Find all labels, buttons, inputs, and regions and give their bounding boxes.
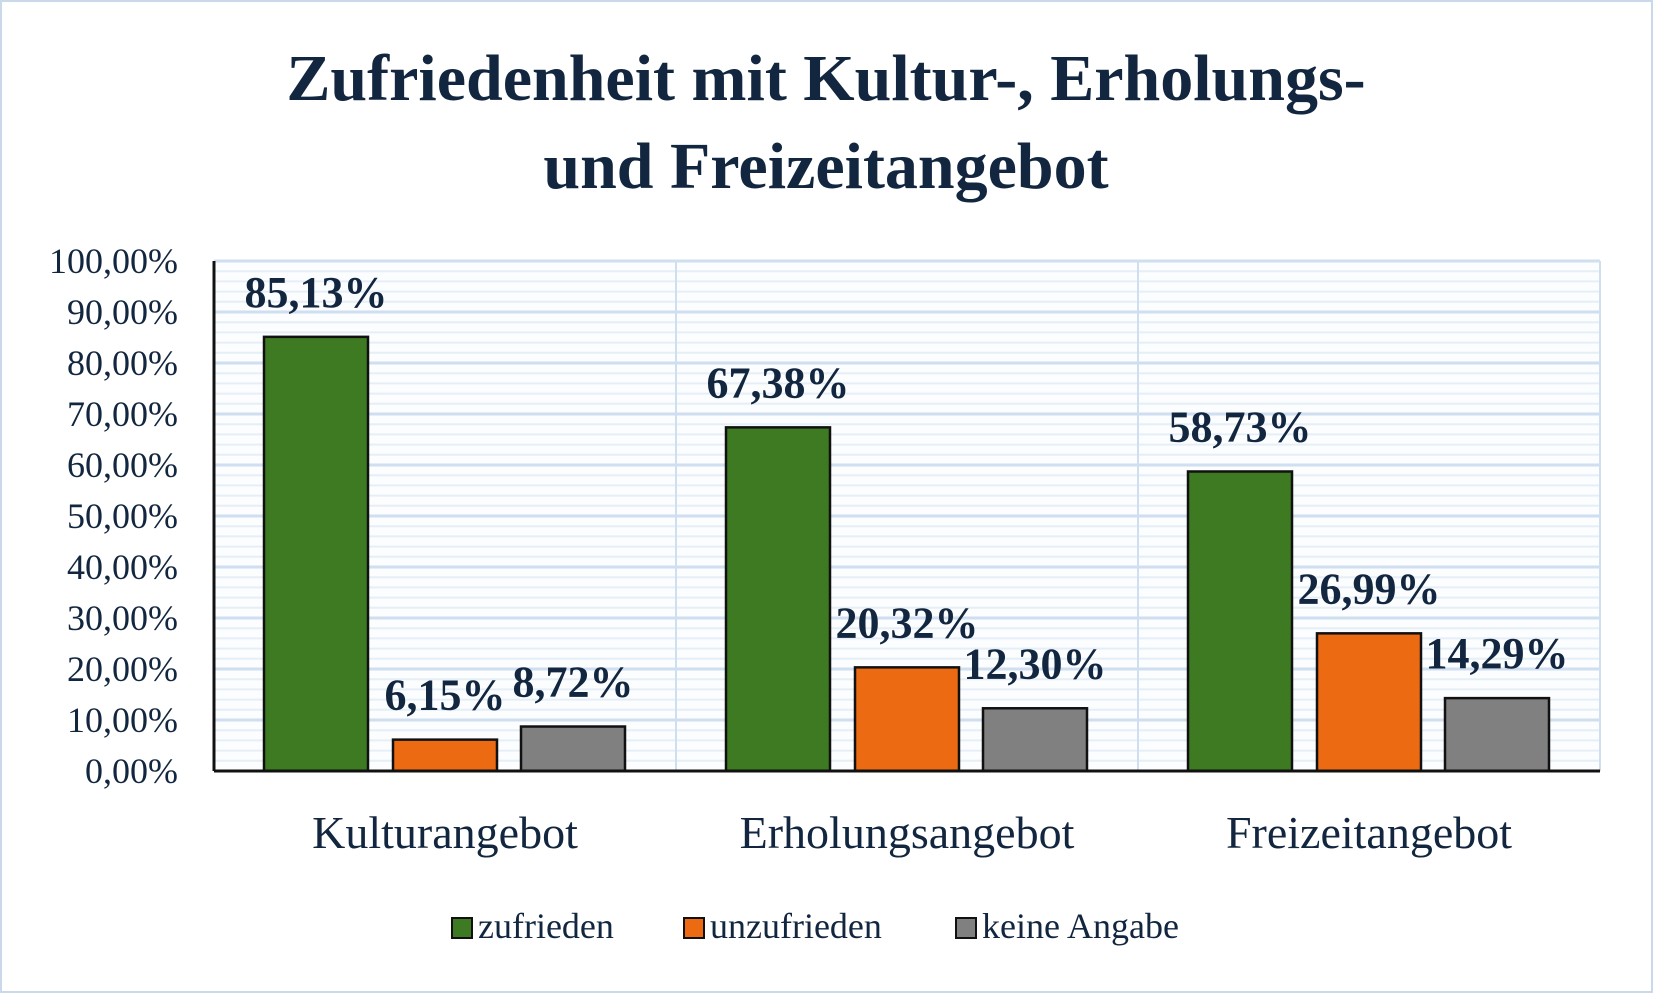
data-label: 6,15%	[385, 671, 506, 720]
bar-keine-Angabe-2	[1443, 696, 1551, 773]
legend-label: keine Angabe	[982, 906, 1179, 946]
y-tick-label: 0,00%	[85, 751, 178, 791]
data-label: 8,72%	[513, 658, 634, 707]
bar-keine-Angabe-1	[981, 707, 1089, 773]
legend-label: unzufrieden	[710, 906, 882, 946]
bar-zufrieden-1	[724, 426, 832, 773]
bar-keine-Angabe-0	[519, 725, 627, 773]
bar-zufrieden-2	[1186, 470, 1294, 773]
y-tick-label: 30,00%	[67, 598, 178, 638]
y-tick-label: 80,00%	[67, 343, 178, 383]
chart-title-line-2: und Freizeitangebot	[543, 130, 1108, 203]
chart-title-line-1: Zufriedenheit mit Kultur-, Erholungs-	[286, 42, 1365, 115]
bar-unzufrieden-1	[853, 666, 961, 773]
x-category-label: Kulturangebot	[312, 807, 578, 858]
y-tick-label: 50,00%	[67, 496, 178, 536]
y-tick-label: 20,00%	[67, 649, 178, 689]
bar-zufrieden-0	[262, 335, 370, 773]
bar-unzufrieden-0	[391, 738, 499, 773]
data-label: 58,73%	[1169, 402, 1312, 451]
data-label: 14,29%	[1426, 629, 1569, 678]
x-category-label: Erholungsangebot	[740, 807, 1075, 858]
y-tick-label: 70,00%	[67, 394, 178, 434]
data-label: 20,32%	[836, 598, 979, 647]
data-label: 85,13%	[245, 268, 388, 317]
y-tick-label: 60,00%	[67, 445, 178, 485]
legend-swatch-unzufrieden	[683, 917, 705, 939]
y-tick-label: 10,00%	[67, 700, 178, 740]
legend-swatch-keine-Angabe	[955, 917, 977, 939]
bar-unzufrieden-2	[1315, 632, 1423, 773]
data-label: 67,38%	[707, 358, 850, 407]
legend-label: zufrieden	[478, 906, 614, 946]
data-label: 12,30%	[964, 639, 1107, 688]
legend-swatch-zufrieden	[451, 917, 473, 939]
y-tick-label: 100,00%	[49, 241, 178, 281]
x-category-label: Freizeitangebot	[1226, 807, 1512, 858]
y-tick-label: 90,00%	[67, 292, 178, 332]
data-label: 26,99%	[1298, 564, 1441, 613]
y-tick-label: 40,00%	[67, 547, 178, 587]
